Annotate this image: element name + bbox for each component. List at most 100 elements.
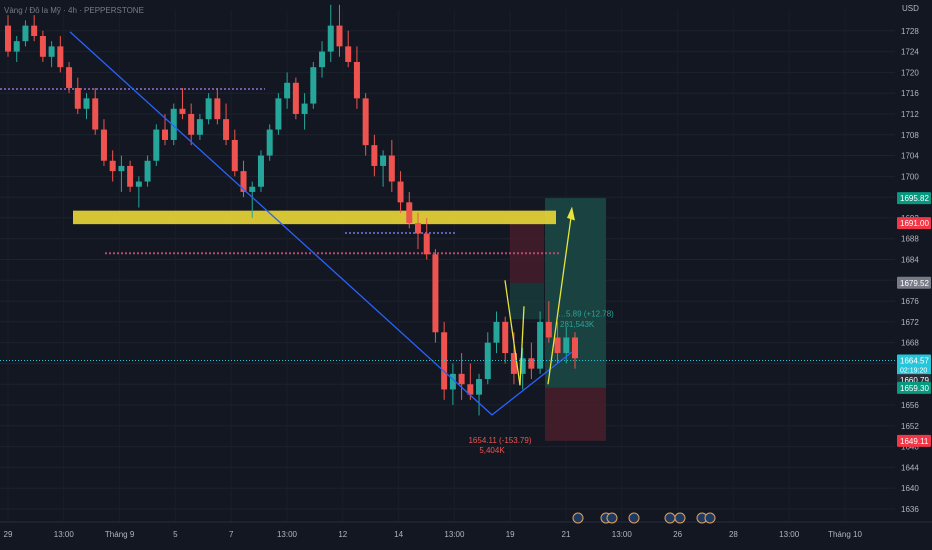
candle-body[interactable] bbox=[170, 108, 177, 140]
x-tick-label: 13:00 bbox=[612, 530, 633, 539]
y-tick-label: 1656 bbox=[901, 401, 919, 410]
candle-body[interactable] bbox=[319, 51, 326, 68]
candle-body[interactable] bbox=[223, 119, 230, 140]
price-tag bbox=[897, 192, 931, 205]
candle-body[interactable] bbox=[510, 353, 517, 374]
candle-body[interactable] bbox=[231, 139, 238, 172]
time-axis[interactable]: 29 13:00 Tháng 9 5 7 13:00 12 14 13:00 19 21 13:00 2… bbox=[0, 521, 932, 539]
x-tick-label: 19 bbox=[506, 530, 515, 539]
candle-body[interactable] bbox=[345, 46, 352, 62]
candle-body[interactable] bbox=[214, 98, 221, 120]
candle-body[interactable] bbox=[144, 160, 151, 182]
y-tick-label: 1716 bbox=[901, 89, 919, 98]
event-marker-icon bbox=[572, 512, 584, 524]
candle-body[interactable] bbox=[388, 155, 395, 182]
candle-body[interactable] bbox=[406, 202, 413, 224]
candle-body[interactable] bbox=[249, 186, 256, 192]
price-tag-label: 1649.11 bbox=[900, 437, 929, 446]
price-tag bbox=[897, 276, 931, 289]
x-tick-label: 7 bbox=[229, 530, 234, 539]
candle-body[interactable] bbox=[554, 337, 561, 354]
candle-body[interactable] bbox=[179, 108, 186, 114]
candle-body[interactable] bbox=[432, 254, 439, 333]
candle-body[interactable] bbox=[284, 82, 291, 99]
candle-body[interactable] bbox=[528, 358, 535, 369]
candle-body[interactable] bbox=[537, 321, 544, 369]
candle-body[interactable] bbox=[493, 321, 500, 343]
candle-body[interactable] bbox=[327, 25, 334, 52]
candle-body[interactable] bbox=[545, 321, 552, 338]
candle-body[interactable] bbox=[467, 384, 474, 395]
y-tick-label: 1700 bbox=[901, 172, 919, 181]
candle-body[interactable] bbox=[74, 87, 81, 109]
x-tick-label: Tháng 9 bbox=[105, 530, 135, 539]
candle-body[interactable] bbox=[310, 67, 317, 104]
event-marker-icon bbox=[674, 512, 686, 524]
x-tick-label: 13:00 bbox=[779, 530, 800, 539]
y-tick-label: 1648 bbox=[901, 443, 919, 452]
x-tick-label: Tháng 10 bbox=[828, 530, 862, 539]
candle-body[interactable] bbox=[135, 181, 142, 187]
candle-body[interactable] bbox=[127, 165, 134, 187]
y-tick-label: 1728 bbox=[901, 27, 919, 36]
candle-body[interactable] bbox=[39, 35, 46, 57]
candle-body[interactable] bbox=[83, 98, 90, 109]
price-tag-label: 1679.52 bbox=[900, 279, 929, 288]
x-tick-label: 13:00 bbox=[277, 530, 298, 539]
candle-body[interactable] bbox=[362, 98, 369, 146]
candle-body[interactable] bbox=[92, 98, 99, 130]
symbol-header: Vàng / Đô la Mỹ · 4h · PEPPERSTONE bbox=[4, 6, 144, 15]
candle-body[interactable] bbox=[118, 165, 125, 172]
candle-body[interactable] bbox=[13, 41, 20, 52]
candle-body[interactable] bbox=[449, 373, 456, 390]
candle-body[interactable] bbox=[458, 373, 465, 385]
candle-body[interactable] bbox=[275, 98, 282, 130]
candle-body[interactable] bbox=[484, 342, 491, 380]
candle-body[interactable] bbox=[563, 337, 570, 354]
candle-body[interactable] bbox=[353, 61, 360, 99]
price-tag bbox=[897, 434, 931, 447]
candle-body[interactable] bbox=[188, 113, 195, 135]
candle-body[interactable] bbox=[109, 160, 116, 172]
price-tag-label: 1660.79 bbox=[900, 376, 929, 385]
candle-body[interactable] bbox=[292, 82, 299, 114]
candle-body[interactable] bbox=[48, 46, 55, 57]
candle-body[interactable] bbox=[31, 25, 38, 36]
y-tick-label: 1676 bbox=[901, 297, 919, 306]
candle-body[interactable] bbox=[100, 129, 107, 161]
event-marker-icon bbox=[628, 512, 640, 524]
candle-body[interactable] bbox=[66, 67, 73, 88]
candles[interactable] bbox=[5, 4, 578, 416]
candle-body[interactable] bbox=[371, 145, 378, 166]
x-tick-label: 14 bbox=[394, 530, 403, 539]
candle-body[interactable] bbox=[257, 155, 264, 187]
candle-body[interactable] bbox=[572, 337, 578, 359]
candle-body[interactable] bbox=[57, 46, 64, 68]
candle-body[interactable] bbox=[423, 233, 430, 255]
x-tick-label: 21 bbox=[562, 530, 571, 539]
event-marker-icon bbox=[606, 512, 618, 524]
candle-body[interactable] bbox=[240, 171, 247, 192]
arrow-line bbox=[504, 280, 521, 386]
y-tick-label: 1636 bbox=[901, 505, 919, 514]
candle-body[interactable] bbox=[519, 358, 526, 374]
candle-body[interactable] bbox=[476, 379, 483, 395]
x-tick-label: 29 bbox=[4, 530, 13, 539]
candle-body[interactable] bbox=[153, 129, 160, 161]
low-volume-annotation: 5,404K bbox=[479, 446, 505, 455]
candle-body[interactable] bbox=[205, 98, 212, 120]
candle-body[interactable] bbox=[380, 155, 387, 166]
candle-body[interactable] bbox=[266, 129, 273, 156]
trendline bbox=[69, 31, 573, 416]
candle-body[interactable] bbox=[5, 25, 11, 52]
candle-body[interactable] bbox=[414, 223, 421, 234]
candle-body[interactable] bbox=[162, 129, 169, 140]
candle-body[interactable] bbox=[301, 103, 308, 114]
price-axis[interactable]: 1636164016441648165216561660166416681672… bbox=[895, 0, 932, 550]
candle-body[interactable] bbox=[196, 119, 203, 135]
candle-body[interactable] bbox=[336, 25, 343, 47]
candle-body[interactable] bbox=[502, 321, 509, 354]
candle-body[interactable] bbox=[22, 25, 29, 42]
candle-body[interactable] bbox=[397, 181, 404, 203]
